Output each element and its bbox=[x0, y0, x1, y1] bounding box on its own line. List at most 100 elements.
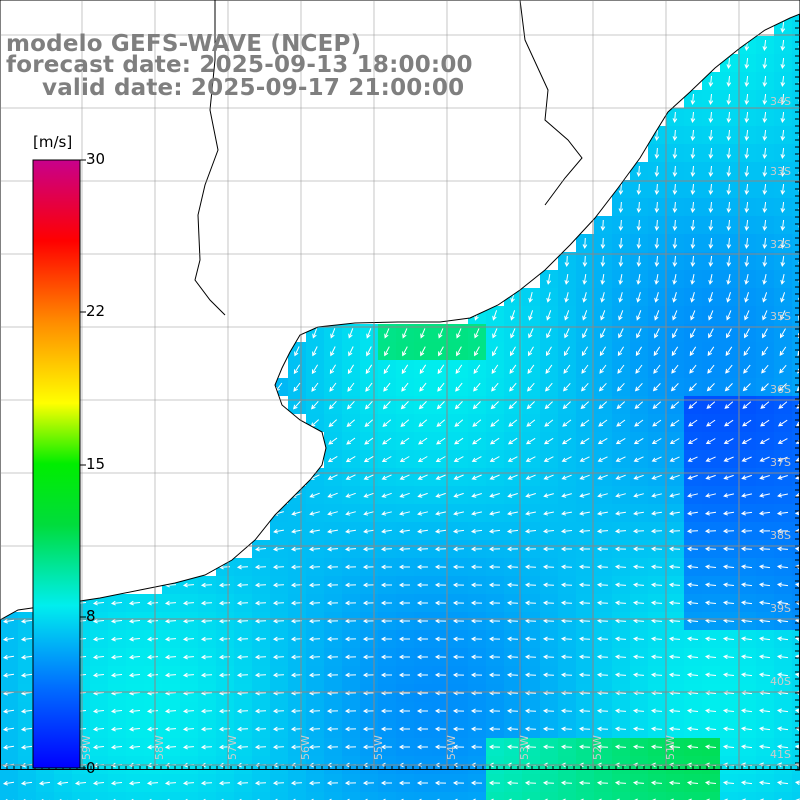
wind-arrow bbox=[488, 636, 501, 642]
wind-arrow bbox=[780, 183, 786, 196]
wind-arrow bbox=[436, 419, 446, 427]
wind-arrow bbox=[762, 292, 768, 303]
field-cell bbox=[792, 36, 800, 54]
wind-arrow bbox=[365, 364, 373, 375]
wind-arrow bbox=[616, 401, 626, 410]
wind-arrow bbox=[668, 780, 681, 786]
wind-arrow bbox=[146, 744, 159, 750]
wind-arrow bbox=[419, 382, 427, 392]
wind-arrow bbox=[705, 474, 716, 480]
wind-arrow bbox=[308, 654, 321, 660]
wind-arrow bbox=[686, 636, 699, 642]
wind-arrow bbox=[744, 255, 750, 268]
wind-arrow bbox=[722, 654, 735, 660]
wind-arrow bbox=[128, 726, 141, 732]
wind-arrow bbox=[762, 75, 768, 88]
field-cell bbox=[468, 792, 486, 800]
wind-arrow bbox=[524, 546, 537, 552]
wind-arrow bbox=[560, 564, 573, 570]
wind-arrow bbox=[345, 474, 356, 480]
wind-arrow bbox=[578, 546, 590, 552]
wind-arrow bbox=[182, 708, 195, 714]
wind-arrow bbox=[164, 708, 177, 714]
wind-arrow bbox=[704, 780, 717, 786]
wind-arrow bbox=[146, 600, 159, 606]
wind-arrow bbox=[563, 364, 571, 374]
wind-arrow bbox=[380, 672, 392, 678]
wind-arrow bbox=[236, 582, 249, 588]
wind-arrow bbox=[344, 780, 357, 786]
wind-arrow bbox=[724, 419, 734, 427]
wind-arrow bbox=[362, 744, 375, 750]
wind-arrow bbox=[743, 346, 751, 356]
wind-arrow bbox=[326, 564, 339, 570]
wind-arrow bbox=[725, 346, 733, 357]
wind-arrow bbox=[471, 456, 482, 462]
wind-arrow bbox=[366, 328, 372, 339]
wind-arrow bbox=[722, 528, 735, 534]
wind-arrow bbox=[2, 744, 15, 750]
wind-arrow bbox=[652, 401, 662, 409]
field-cell bbox=[270, 792, 288, 800]
wind-arrow bbox=[328, 419, 338, 428]
wind-arrow bbox=[20, 654, 33, 660]
wind-arrow bbox=[762, 201, 768, 214]
wind-arrow bbox=[200, 582, 213, 588]
wind-arrow bbox=[437, 364, 445, 375]
colorbar-tick-15: 15 bbox=[86, 455, 106, 473]
wind-arrow bbox=[668, 726, 681, 732]
wind-arrow bbox=[668, 636, 681, 642]
wind-arrow bbox=[416, 744, 428, 750]
wind-arrow bbox=[416, 780, 428, 786]
field-cell bbox=[234, 792, 252, 800]
wind-arrow bbox=[506, 582, 519, 588]
field-cell bbox=[792, 198, 800, 216]
field-cell bbox=[666, 792, 684, 800]
wind-arrow bbox=[650, 636, 663, 642]
colorbar-tick-30: 30 bbox=[86, 150, 106, 168]
wind-arrow bbox=[272, 564, 285, 570]
latitude-label: 41S bbox=[770, 748, 791, 761]
wind-arrow bbox=[542, 672, 555, 678]
wind-arrow bbox=[344, 636, 357, 642]
wind-arrow bbox=[578, 654, 591, 660]
wind-arrow bbox=[164, 654, 177, 660]
wind-arrow bbox=[560, 744, 573, 750]
wind-arrow bbox=[417, 456, 428, 463]
wind-arrow bbox=[632, 582, 645, 588]
wind-arrow bbox=[582, 328, 588, 339]
wind-arrow bbox=[398, 672, 410, 678]
land-mass bbox=[0, 0, 800, 621]
wind-arrow bbox=[636, 274, 641, 285]
wind-arrow bbox=[453, 511, 465, 516]
wind-arrow bbox=[690, 328, 696, 339]
wind-arrow bbox=[690, 310, 696, 321]
wind-arrow bbox=[308, 546, 321, 552]
wind-arrow bbox=[690, 292, 695, 303]
wind-arrow bbox=[671, 364, 679, 374]
wind-arrow bbox=[561, 511, 572, 516]
wind-arrow bbox=[506, 600, 519, 606]
wind-arrow bbox=[326, 582, 339, 588]
wind-arrow bbox=[561, 456, 572, 462]
wind-arrow bbox=[542, 528, 555, 534]
wind-arrow bbox=[708, 219, 714, 232]
wind-arrow bbox=[670, 401, 680, 409]
wind-arrow bbox=[363, 492, 374, 498]
wind-arrow bbox=[182, 600, 195, 606]
field-cell bbox=[792, 90, 800, 108]
wind-arrow bbox=[726, 147, 732, 160]
wind-arrow bbox=[2, 708, 15, 714]
colorbar bbox=[32, 159, 86, 769]
wind-arrow bbox=[527, 346, 534, 357]
wind-arrow bbox=[614, 744, 627, 750]
wind-arrow bbox=[726, 237, 732, 250]
wind-arrow bbox=[654, 255, 660, 268]
wind-arrow bbox=[762, 183, 768, 196]
wind-arrow bbox=[668, 600, 681, 606]
field-cell bbox=[792, 594, 800, 612]
wind-arrow bbox=[400, 437, 410, 445]
wind-arrow bbox=[579, 493, 590, 498]
wind-arrow bbox=[452, 672, 465, 678]
wind-arrow bbox=[596, 636, 609, 642]
